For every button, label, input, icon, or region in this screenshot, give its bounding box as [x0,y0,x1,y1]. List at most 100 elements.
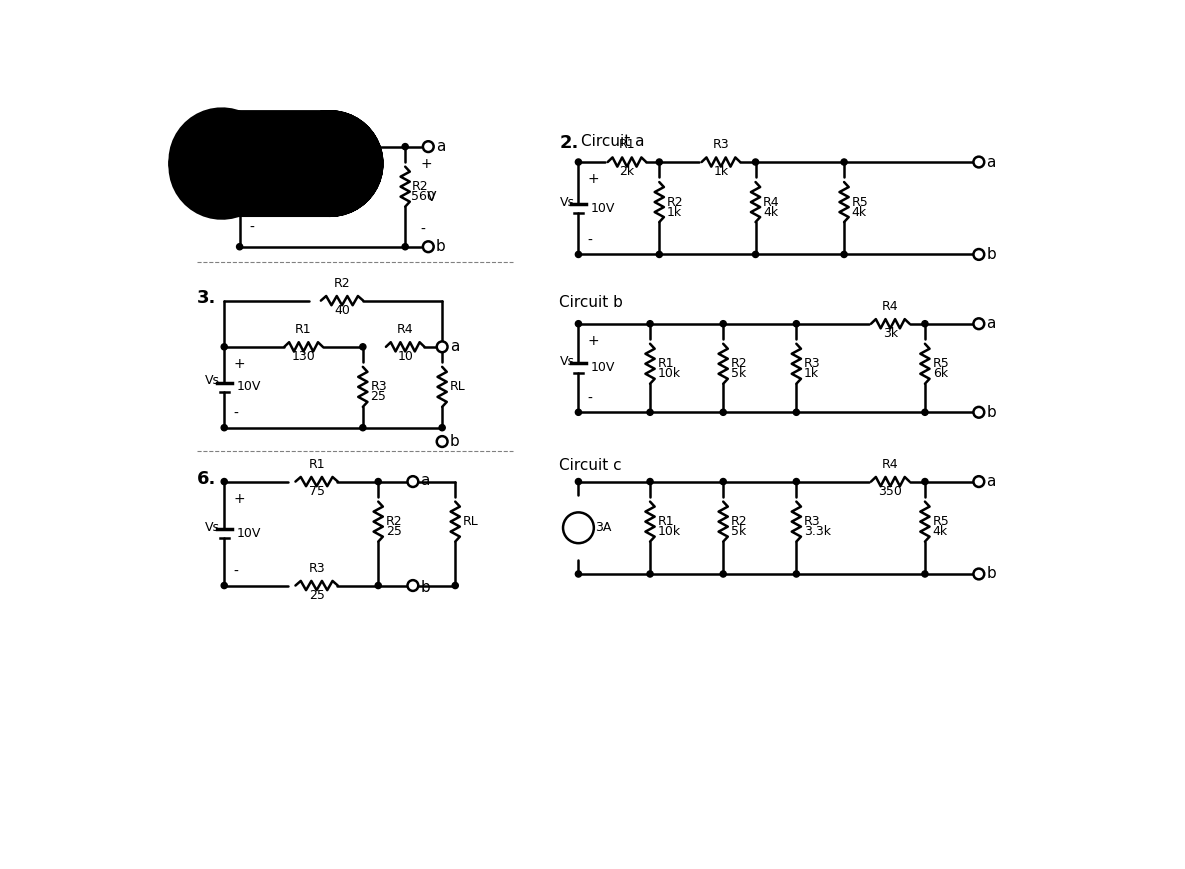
Text: Circuit a: Circuit a [581,134,645,149]
Text: 10V: 10V [237,527,261,540]
Text: R1: R1 [308,458,325,471]
Circle shape [222,479,228,485]
Circle shape [793,409,800,415]
Circle shape [922,321,928,327]
Text: b: b [987,405,997,420]
Text: b: b [987,567,997,581]
Text: R2: R2 [411,180,428,193]
Text: b: b [421,580,430,594]
Text: R5: R5 [933,515,949,528]
Text: 3.: 3. [197,289,217,307]
Text: 350: 350 [878,485,902,498]
Circle shape [656,251,662,257]
Text: 2k: 2k [620,165,634,178]
Circle shape [576,479,582,485]
Text: R2: R2 [386,515,403,528]
Text: 20V: 20V [252,190,276,203]
Text: R1: R1 [308,123,325,136]
Text: 10: 10 [397,350,414,363]
Circle shape [720,409,726,415]
Circle shape [656,159,662,165]
Text: Vs: Vs [205,521,220,534]
Text: a: a [436,139,446,154]
Circle shape [647,571,653,577]
Text: 2.: 2. [559,134,578,151]
Circle shape [752,159,758,165]
Circle shape [973,476,985,487]
Circle shape [720,571,726,577]
Text: R4: R4 [397,323,414,336]
Text: b: b [987,247,997,262]
Circle shape [922,479,928,485]
Text: I: I [337,169,340,183]
Circle shape [360,425,366,431]
Text: 6.: 6. [197,470,217,488]
Text: a: a [987,474,995,489]
Circle shape [576,251,582,257]
Text: 560: 560 [411,190,435,203]
Circle shape [576,321,582,327]
Circle shape [437,436,448,447]
Text: 4k: 4k [852,206,867,219]
Text: a: a [421,473,430,488]
Text: -: - [588,234,592,248]
Text: Vs: Vs [205,375,220,388]
Text: 75: 75 [308,485,325,498]
Text: Circuit b: Circuit b [559,295,623,310]
Text: V: V [427,189,436,203]
Circle shape [376,582,382,588]
Text: 10k: 10k [658,368,681,381]
Text: -: - [233,565,238,579]
Text: Vs: Vs [559,196,575,209]
Circle shape [841,251,847,257]
Circle shape [576,571,582,577]
Text: -: - [233,407,238,421]
Circle shape [453,582,459,588]
Text: 10V: 10V [591,362,615,375]
Text: -: - [249,221,254,235]
Circle shape [576,159,582,165]
Text: 25: 25 [309,588,325,601]
Text: RL: RL [450,381,466,394]
Circle shape [793,571,800,577]
Text: R1: R1 [619,138,635,151]
Text: Is: Is [562,521,572,534]
Circle shape [437,342,448,352]
Circle shape [793,479,800,485]
Circle shape [440,425,446,431]
Circle shape [222,425,228,431]
Text: 6k: 6k [933,368,948,381]
Text: RL: RL [463,515,479,528]
Text: 470: 470 [305,149,328,162]
Circle shape [973,249,985,260]
Text: R2: R2 [334,277,351,290]
Text: +: + [588,334,600,348]
Circle shape [720,479,726,485]
Text: R2: R2 [731,515,748,528]
Circle shape [423,142,434,152]
Text: +: + [421,156,433,170]
Circle shape [360,344,366,350]
Text: 5k: 5k [731,368,747,381]
Circle shape [973,318,985,329]
Text: -: - [588,391,592,406]
Text: 1k: 1k [805,368,819,381]
Circle shape [408,580,418,591]
Text: +: + [249,163,261,176]
Text: R3: R3 [805,357,821,370]
Text: a: a [987,155,995,169]
Text: 5k: 5k [731,525,747,538]
Circle shape [647,479,653,485]
Circle shape [237,143,243,149]
Text: R1: R1 [658,357,674,370]
Text: 1k: 1k [713,165,729,178]
Text: 130: 130 [292,350,315,363]
Circle shape [222,344,228,350]
Text: R3: R3 [805,515,821,528]
Text: R1: R1 [658,515,674,528]
Circle shape [402,143,409,149]
Text: R3: R3 [712,138,729,151]
Text: 4k: 4k [933,525,948,538]
Text: b: b [450,434,460,449]
Text: R1: R1 [295,323,312,336]
